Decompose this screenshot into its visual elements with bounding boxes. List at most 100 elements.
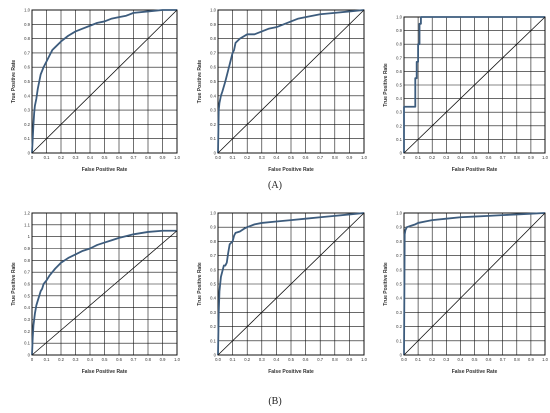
y-tick-label: 0.3 — [396, 110, 402, 115]
roc-panel-6: 0.0 0.1 0.2 0.3 0.4 0.5 0.6 0.7 0.8 0.9 1.0 0 0.1 0.2… — [383, 211, 549, 376]
y-tick-label: 1.0 — [24, 8, 30, 13]
y-tick-label: 0.2 — [24, 122, 30, 127]
y-tick-label: 1.0 — [396, 211, 402, 216]
y-tick-label: 0.9 — [24, 246, 30, 251]
x-axis-label: False Positive Rate — [452, 369, 498, 375]
x-tick-label: 0.7 — [500, 155, 506, 160]
x-tick-label: 0.8 — [332, 357, 338, 362]
x-tick-label: 0.8 — [514, 155, 520, 160]
roc-panel-1: 0 0.1 0.2 0.3 0.4 0.5 0.6 0.7 0.8 0.9 1.0 0 0.1 0.2 0.… — [11, 8, 181, 174]
y-tick-label: 0.1 — [210, 136, 216, 141]
x-axis-label: False Positive Rate — [82, 369, 128, 375]
plot-frame — [31, 9, 178, 154]
diagonal-reference-line — [217, 9, 365, 154]
y-tick-label: 0 — [28, 353, 31, 358]
y-tick-label: 0 — [214, 151, 217, 156]
x-tick-label: 0.4 — [457, 155, 463, 160]
diagonal-reference-line — [31, 230, 178, 356]
x-tick-label: 0.9 — [528, 155, 534, 160]
x-tick-label: 0.9 — [160, 155, 166, 160]
x-tick-label: 0.8 — [145, 357, 151, 362]
y-tick-label: 0.4 — [396, 296, 402, 301]
x-tick-label: 0.0 — [215, 155, 221, 160]
roc-curve — [217, 212, 365, 356]
y-tick-label: 0.8 — [24, 36, 30, 41]
x-tick-label: 0.6 — [486, 155, 492, 160]
x-tick-label: 0.4 — [273, 155, 279, 160]
y-tick-label: 0.2 — [210, 122, 216, 127]
diagonal-reference-line — [403, 16, 546, 154]
x-tick-label: 0.0 — [215, 357, 221, 362]
y-tick-label: 0.6 — [210, 65, 216, 70]
x-tick-label: 0.4 — [87, 357, 93, 362]
y-tick-label: 0.8 — [396, 239, 402, 244]
x-tick-label: 0.5 — [288, 155, 294, 160]
y-tick-label: 0.5 — [210, 79, 216, 84]
x-tick-label: 0.2 — [429, 357, 435, 362]
x-tick-label: 0.9 — [160, 357, 166, 362]
y-tick-label: 0.9 — [210, 225, 216, 230]
x-tick-label: 0.3 — [259, 155, 265, 160]
y-tick-label: 0.8 — [24, 258, 30, 263]
y-tick-label: 0.2 — [396, 324, 402, 329]
y-tick-label: 0.4 — [210, 93, 216, 98]
y-tick-label: 0 — [400, 151, 403, 156]
roc-panel-3: 0 0.1 0.2 0.3 0.4 0.5 0.6 0.7 0.8 0.9 1.0 0 0.1 0.2 0.… — [383, 15, 549, 174]
plot-frame — [217, 9, 365, 154]
roc-curve — [31, 9, 177, 154]
y-tick-label: 0.6 — [210, 267, 216, 272]
y-tick-label: 0.8 — [396, 42, 402, 47]
plot-frame — [217, 212, 365, 356]
x-tick-label: 0.3 — [259, 357, 265, 362]
y-tick-label: 0.8 — [210, 36, 216, 41]
y-tick-label: 0.7 — [396, 253, 402, 258]
x-tick-label: 0.8 — [514, 357, 520, 362]
x-tick-label: 0 — [403, 155, 406, 160]
y-axis-label: True Positive Rate — [197, 60, 203, 104]
y-tick-label: 0.6 — [24, 65, 30, 70]
x-tick-label: 0.8 — [332, 155, 338, 160]
x-tick-label: 1.0 — [361, 155, 367, 160]
y-axis-label: True Positive Rate — [11, 262, 17, 306]
x-tick-label: 0.4 — [457, 357, 463, 362]
x-tick-label: 0.2 — [244, 155, 250, 160]
y-tick-label: 0.2 — [210, 324, 216, 329]
x-tick-label: 0.2 — [58, 155, 64, 160]
y-tick-label: 0.4 — [396, 96, 402, 101]
y-tick-label: 0.1 — [396, 338, 402, 343]
x-tick-label: 0.6 — [116, 357, 122, 362]
roc-curve — [217, 9, 365, 154]
x-tick-label: 0.7 — [131, 357, 137, 362]
x-tick-label: 0.5 — [102, 155, 108, 160]
y-axis-label: True Positive Rate — [383, 63, 389, 107]
roc-curve — [31, 229, 177, 356]
y-tick-label: 0.3 — [210, 108, 216, 113]
y-tick-label: 0.6 — [24, 282, 30, 287]
x-axis-label: False Positive Rate — [268, 369, 314, 375]
roc-panel-4: 0 0.1 0.2 0.3 0.4 0.5 0.6 0.7 0.8 0.9 1.0 0 0.1 0.2 0.… — [11, 211, 181, 376]
y-tick-label: 1.0 — [210, 8, 216, 13]
y-tick-label: 0.5 — [396, 83, 402, 88]
x-tick-label: 0.1 — [44, 155, 50, 160]
x-tick-label: 0.7 — [131, 155, 137, 160]
x-tick-label: 0.7 — [317, 357, 323, 362]
x-tick-label: 0.7 — [500, 357, 506, 362]
y-axis-label: True Positive Rate — [197, 262, 203, 306]
y-tick-label: 0.9 — [396, 28, 402, 33]
diagonal-reference-line — [217, 212, 365, 356]
x-tick-label: 0.3 — [443, 357, 449, 362]
panel-label-b: (B) — [268, 396, 282, 407]
y-tick-label: 0.7 — [24, 270, 30, 275]
x-axis-label: False Positive Rate — [452, 167, 498, 173]
x-tick-label: 0.7 — [317, 155, 323, 160]
x-tick-label: 0.1 — [44, 357, 50, 362]
x-tick-label: 0.3 — [73, 357, 79, 362]
y-tick-label: 0.7 — [396, 55, 402, 60]
y-tick-label: 0.1 — [396, 137, 402, 142]
x-tick-label: 0.1 — [230, 155, 236, 160]
y-tick-label: 0.1 — [24, 136, 30, 141]
y-tick-label: 0.3 — [24, 317, 30, 322]
y-tick-label: 0.7 — [210, 253, 216, 258]
y-tick-label: 0 — [214, 353, 217, 358]
x-tick-label: 1.0 — [174, 155, 180, 160]
